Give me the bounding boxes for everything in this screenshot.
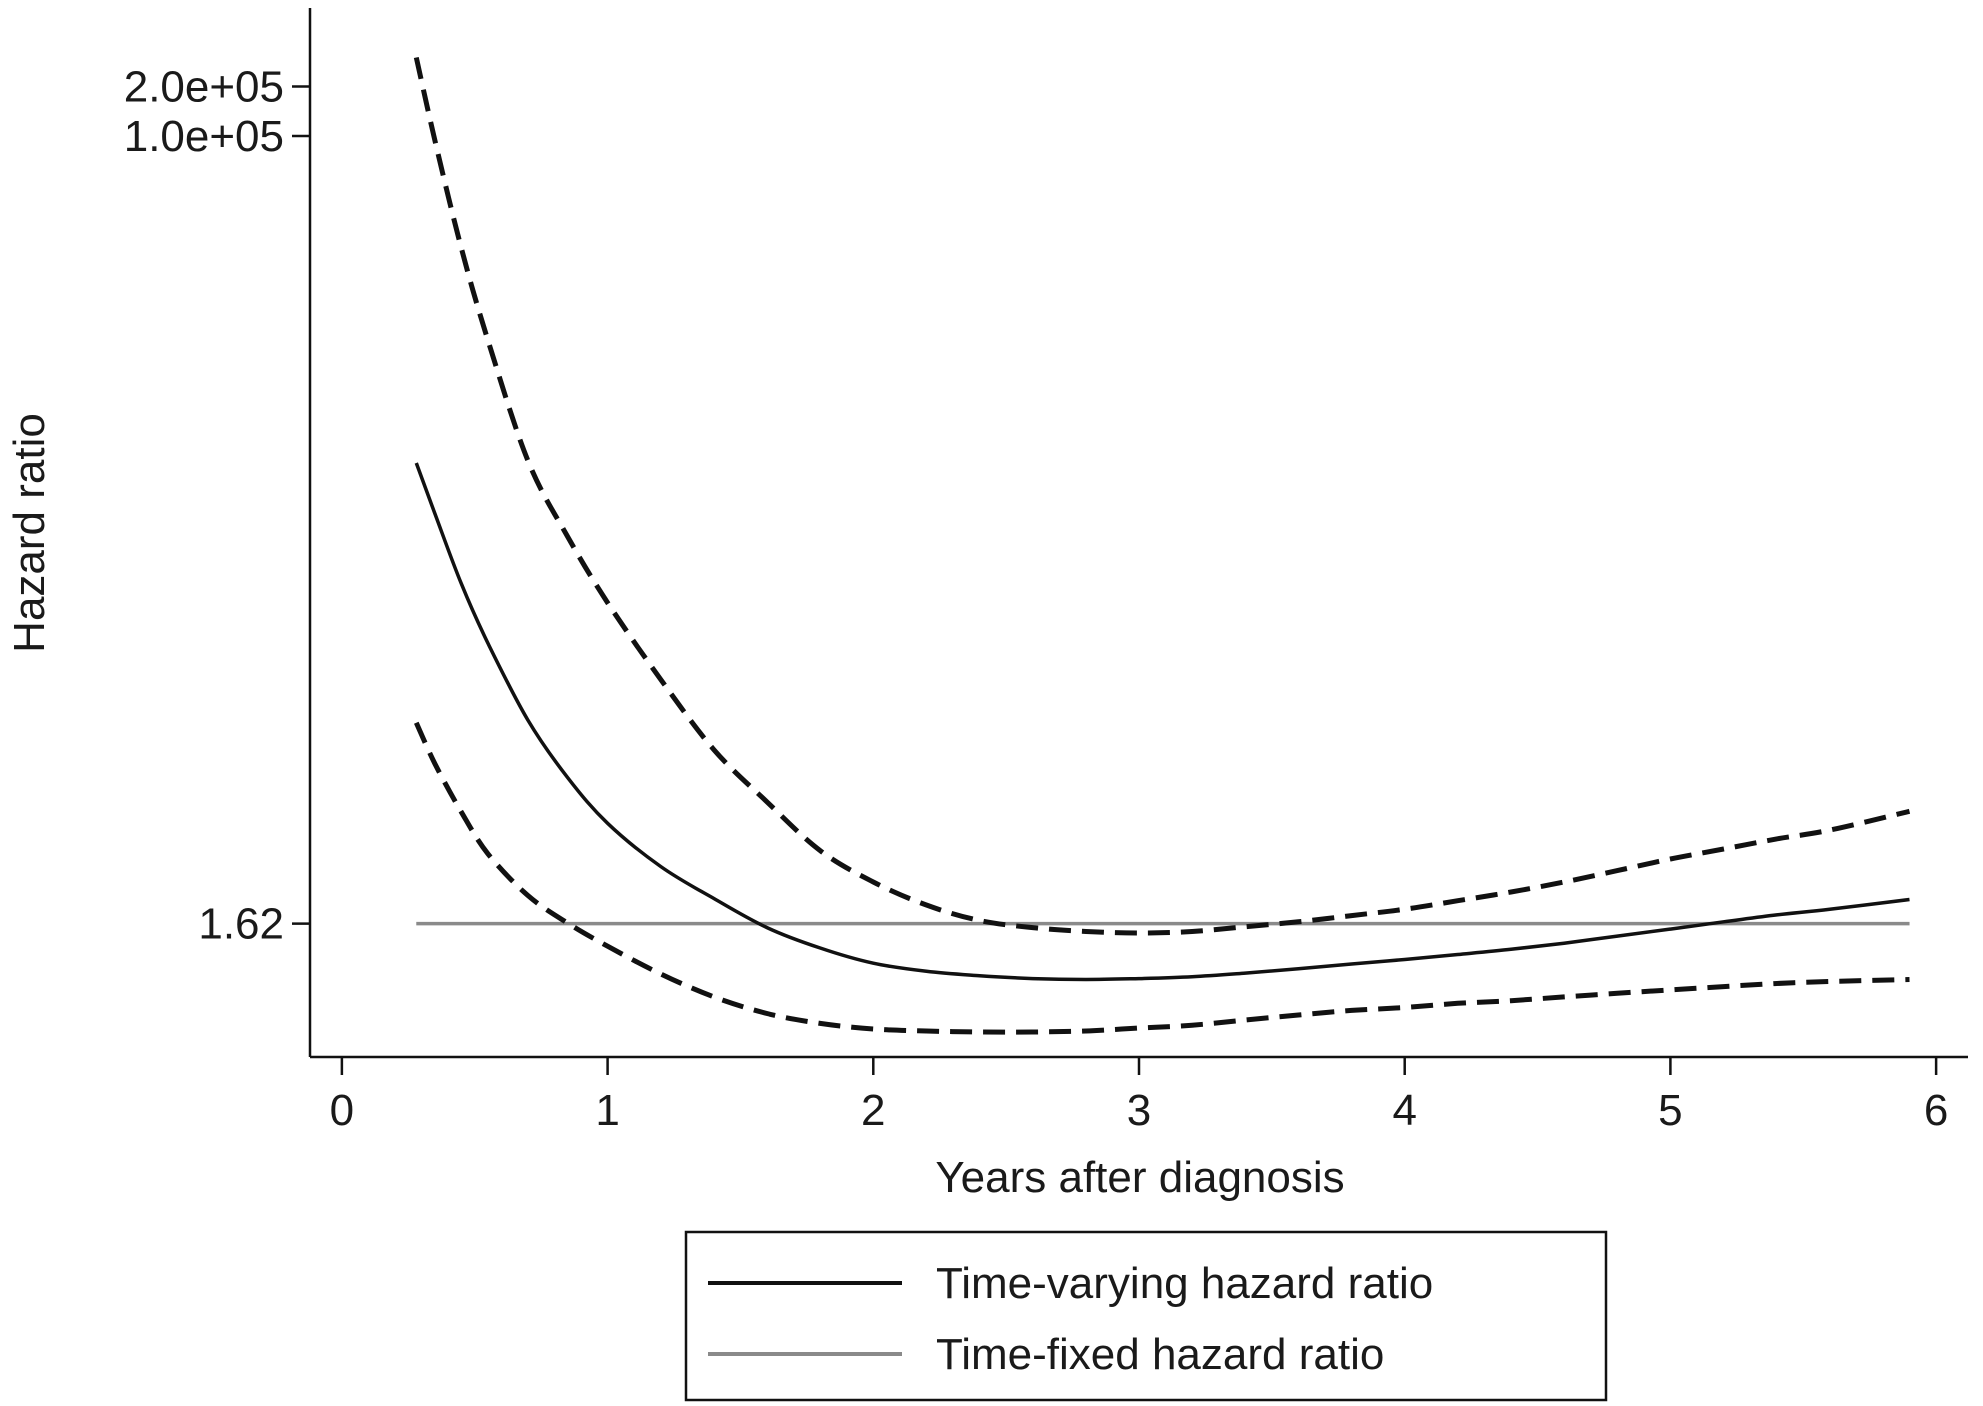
series-layer — [413, 56, 1911, 1035]
x-axis-label: Years after diagnosis — [935, 1153, 1344, 1202]
x-tick-label: 6 — [1924, 1086, 1948, 1135]
series-upper-ci-line — [413, 56, 1911, 936]
x-tick-label: 4 — [1392, 1086, 1416, 1135]
x-tick-label: 2 — [861, 1086, 885, 1135]
legend-box — [684, 1230, 1608, 1402]
x-tick-label: 1 — [595, 1086, 619, 1135]
plot-frame — [308, 8, 1968, 1059]
legend-label-time-varying: Time-varying hazard ratio — [936, 1259, 1433, 1308]
y-axis-ticks: 2.0e+051.0e+05 1.62 — [124, 62, 310, 949]
x-tick-label: 0 — [330, 1086, 354, 1135]
x-tick-label: 3 — [1127, 1086, 1151, 1135]
x-axis-ticks: 0 1 2 3 4 5 6 — [330, 1057, 1948, 1135]
y-tick-label: 1.62 — [198, 900, 284, 949]
series-time-varying-line — [414, 462, 1910, 982]
series-lower-ci-line — [414, 721, 1910, 1035]
y-axis-label: Hazard ratio — [5, 413, 54, 653]
y-tick-label: 1.0e+05 — [124, 112, 284, 161]
y-tick-label: 2.0e+05 — [124, 62, 284, 111]
legend: Time-varying hazard ratio Time-fixed haz… — [684, 1230, 1608, 1402]
legend-label-time-fixed: Time-fixed hazard ratio — [936, 1330, 1384, 1379]
x-tick-label: 5 — [1658, 1086, 1682, 1135]
